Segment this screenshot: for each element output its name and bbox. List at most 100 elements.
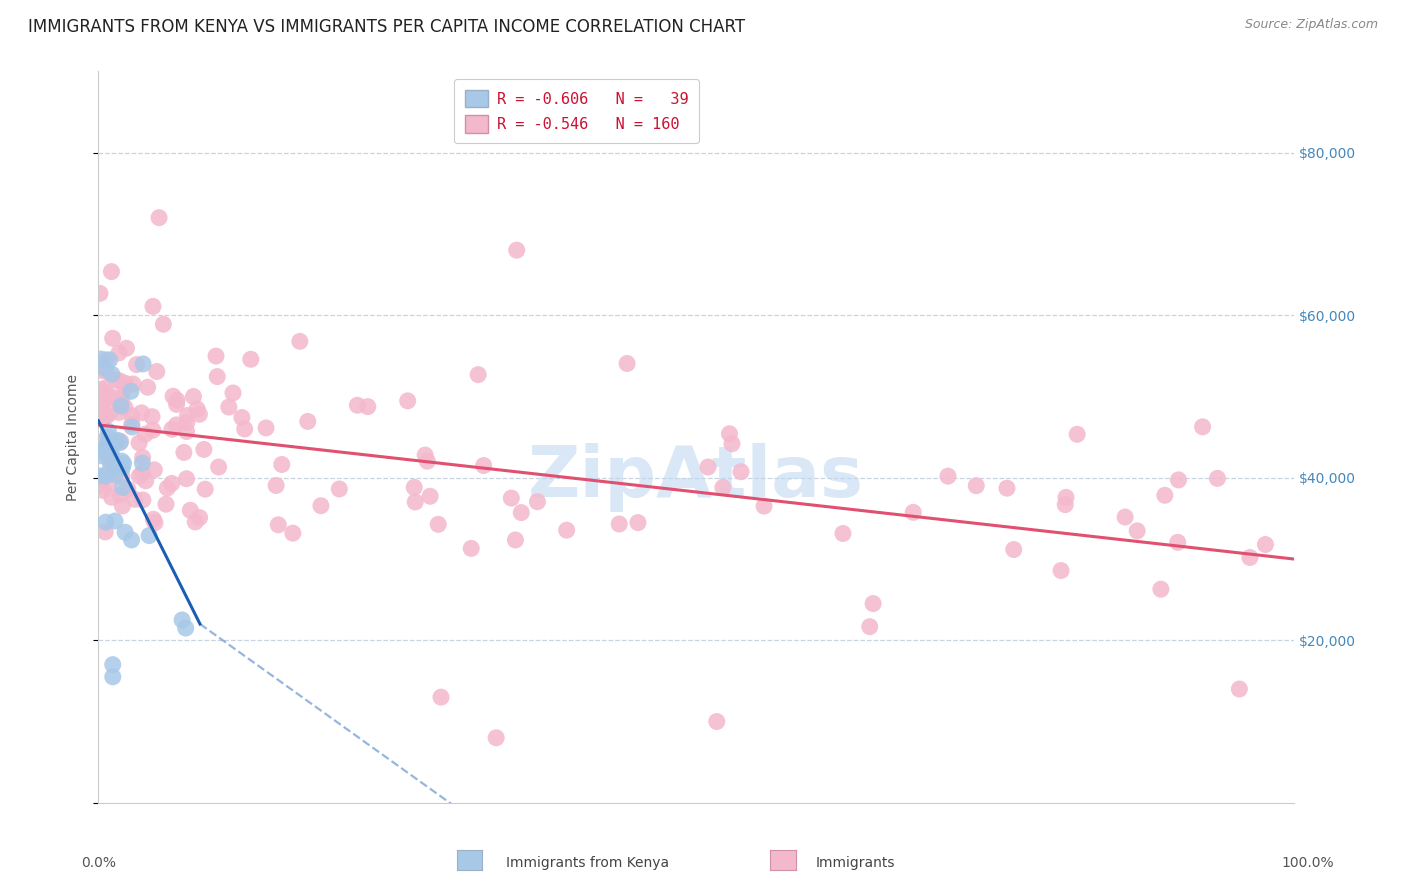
Point	[162, 389, 184, 403]
Point	[97, 424, 120, 438]
Point	[131, 406, 153, 420]
Point	[172, 613, 194, 627]
Point	[111, 461, 134, 475]
Point	[1254, 537, 1277, 551]
Point	[264, 478, 287, 492]
Point	[104, 514, 127, 528]
Point	[142, 299, 165, 313]
Point	[965, 479, 987, 493]
Point	[862, 597, 884, 611]
Text: Immigrants from Kenya: Immigrants from Kenya	[506, 856, 669, 871]
Point	[104, 467, 127, 482]
Point	[267, 517, 290, 532]
Point	[120, 384, 142, 399]
Point	[207, 369, 229, 384]
Point	[128, 469, 150, 483]
Point	[94, 524, 117, 539]
Point	[184, 515, 207, 529]
Point	[100, 490, 122, 504]
Legend: R = -0.606   N =   39, R = -0.546   N = 160: R = -0.606 N = 39, R = -0.546 N = 160	[454, 79, 699, 144]
Point	[93, 434, 115, 448]
Point	[134, 427, 156, 442]
Point	[114, 376, 136, 391]
Point	[124, 492, 146, 507]
Point	[207, 460, 229, 475]
Point	[108, 405, 131, 419]
Point	[1050, 564, 1073, 578]
Point	[114, 380, 136, 394]
Point	[135, 474, 157, 488]
Point	[254, 421, 277, 435]
Point	[103, 454, 125, 468]
Point	[100, 464, 122, 478]
Point	[100, 446, 122, 460]
Point	[128, 436, 150, 450]
Point	[1054, 498, 1077, 512]
Point	[87, 449, 110, 463]
Point	[98, 352, 121, 367]
Point	[110, 399, 132, 413]
Point	[176, 472, 198, 486]
Point	[108, 346, 131, 360]
Point	[90, 383, 112, 397]
Point	[188, 407, 211, 421]
Point	[112, 457, 135, 471]
Point	[718, 426, 741, 441]
Point	[706, 714, 728, 729]
Point	[721, 436, 744, 450]
Point	[506, 243, 529, 257]
Point	[222, 386, 245, 401]
Point	[297, 414, 319, 428]
Y-axis label: Per Capita Income: Per Capita Income	[66, 374, 80, 500]
Point	[501, 491, 523, 505]
Point	[1126, 524, 1149, 538]
Point	[108, 488, 131, 502]
Point	[121, 533, 143, 547]
Point	[697, 460, 720, 475]
Point	[142, 423, 165, 437]
Point	[89, 363, 111, 377]
Point	[89, 408, 111, 422]
Point	[1153, 488, 1175, 502]
Point	[98, 406, 121, 420]
Point	[427, 517, 450, 532]
Point	[110, 434, 132, 449]
Point	[111, 454, 134, 468]
Point	[94, 515, 117, 529]
Point	[730, 465, 752, 479]
Point	[98, 445, 121, 459]
Point	[97, 475, 120, 490]
Point	[111, 481, 134, 495]
Point	[179, 503, 201, 517]
Point	[138, 528, 160, 542]
Point	[91, 483, 114, 498]
Point	[555, 523, 578, 537]
Point	[91, 401, 114, 416]
Point	[160, 422, 183, 436]
Point	[1054, 491, 1077, 505]
Point	[1206, 471, 1229, 485]
Point	[131, 456, 153, 470]
Point	[121, 417, 143, 431]
Point	[100, 466, 122, 480]
Point	[419, 489, 441, 503]
Point	[108, 435, 131, 450]
Text: IMMIGRANTS FROM KENYA VS IMMIGRANTS PER CAPITA INCOME CORRELATION CHART: IMMIGRANTS FROM KENYA VS IMMIGRANTS PER …	[28, 18, 745, 36]
Point	[136, 380, 159, 394]
Point	[89, 478, 111, 492]
Point	[100, 264, 122, 278]
Point	[188, 510, 211, 524]
Point	[111, 499, 134, 513]
Point	[903, 505, 925, 519]
Point	[132, 492, 155, 507]
Point	[145, 364, 167, 378]
Text: 0.0%: 0.0%	[82, 856, 115, 871]
Point	[96, 467, 118, 481]
Point	[91, 472, 114, 486]
Point	[107, 393, 129, 408]
Point	[176, 425, 198, 439]
Point	[100, 437, 122, 451]
Point	[90, 444, 112, 458]
Point	[239, 352, 262, 367]
Point	[108, 374, 131, 388]
